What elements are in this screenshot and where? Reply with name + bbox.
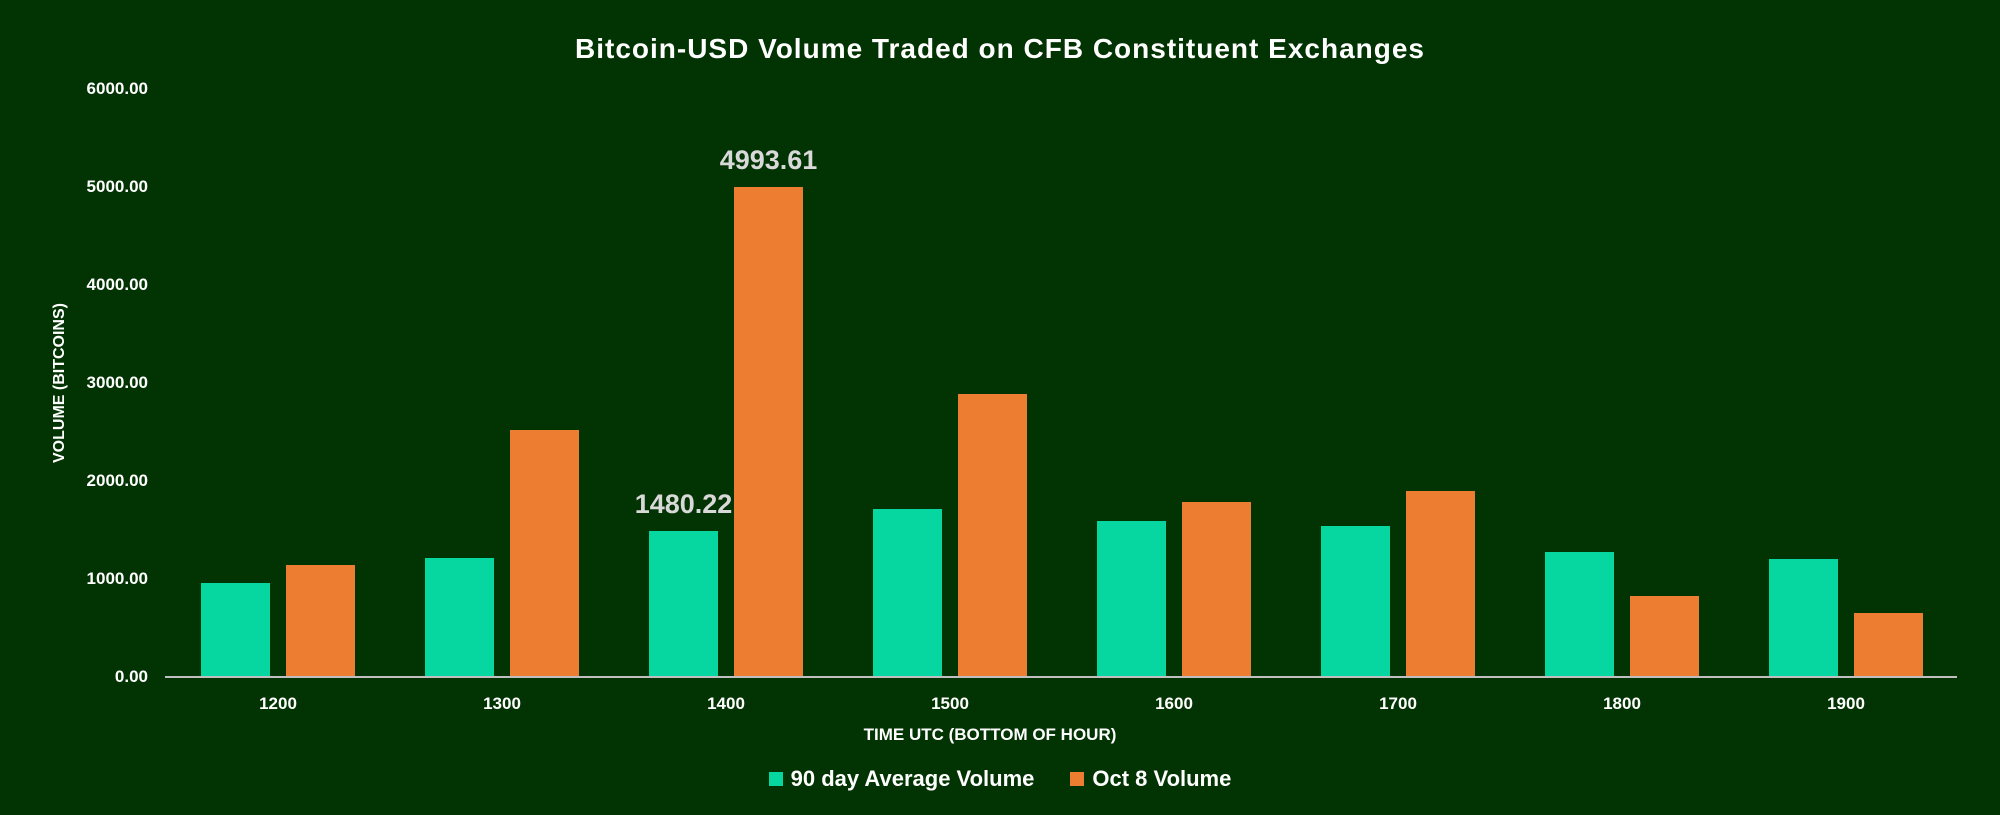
bar-avg-1300: [425, 557, 494, 676]
x-axis-line: [165, 676, 1957, 678]
bar-oct8-1400: [734, 186, 803, 676]
x-tick: 1300: [483, 694, 521, 713]
y-tick: 1000.00: [86, 569, 148, 588]
data-label: 4993.61: [719, 144, 818, 175]
x-tick: 1500: [931, 694, 969, 713]
data-label: 1480.22: [634, 488, 733, 519]
bar-avg-1900: [1769, 558, 1838, 676]
y-tick: 6000.00: [86, 79, 148, 98]
bar-avg-1800: [1545, 552, 1614, 676]
bar-avg-1700: [1321, 526, 1390, 676]
y-tick: 5000.00: [86, 177, 148, 196]
x-tick: 1800: [1603, 694, 1641, 713]
bar-avg-1600: [1097, 521, 1166, 676]
bar-oct8-1600: [1182, 502, 1251, 676]
bar-oct8-1700: [1406, 490, 1475, 676]
y-tick: 2000.00: [86, 471, 148, 490]
bar-avg-1400: [649, 530, 718, 676]
x-tick: 1400: [707, 694, 745, 713]
x-tick: 1900: [1827, 694, 1865, 713]
bar-oct8-1500: [958, 393, 1027, 676]
legend-swatch-avg: [768, 772, 783, 786]
bar-avg-1200: [201, 582, 270, 676]
x-tick: 1600: [1155, 694, 1193, 713]
bar-oct8-1900: [1854, 612, 1923, 676]
x-axis-label: TIME UTC (BOTTOM OF HOUR): [863, 725, 1117, 744]
y-tick: 0.00: [114, 667, 148, 686]
bar-oct8-1800: [1630, 596, 1699, 676]
y-tick: 3000.00: [86, 373, 148, 392]
y-axis-label: VOLUME (BITCOINS): [51, 303, 68, 463]
bar-oct8-1300: [510, 430, 579, 676]
legend-swatch-oct8: [1070, 772, 1085, 786]
y-tick: 4000.00: [86, 275, 148, 294]
bar-avg-1500: [873, 508, 942, 676]
bar-oct8-1200: [286, 564, 355, 676]
x-tick: 1200: [259, 694, 297, 713]
x-tick: 1700: [1379, 694, 1417, 713]
legend: 90 day Average Volume Oct 8 Volume: [0, 766, 2000, 792]
chart-title: Bitcoin-USD Volume Traded on CFB Constit…: [575, 33, 1425, 64]
legend-item-oct8[interactable]: Oct 8 Volume: [1070, 766, 1231, 792]
legend-label: 90 day Average Volume: [790, 766, 1035, 791]
legend-label: Oct 8 Volume: [1092, 766, 1232, 791]
legend-item-avg[interactable]: 90 day Average Volume: [768, 766, 1035, 792]
